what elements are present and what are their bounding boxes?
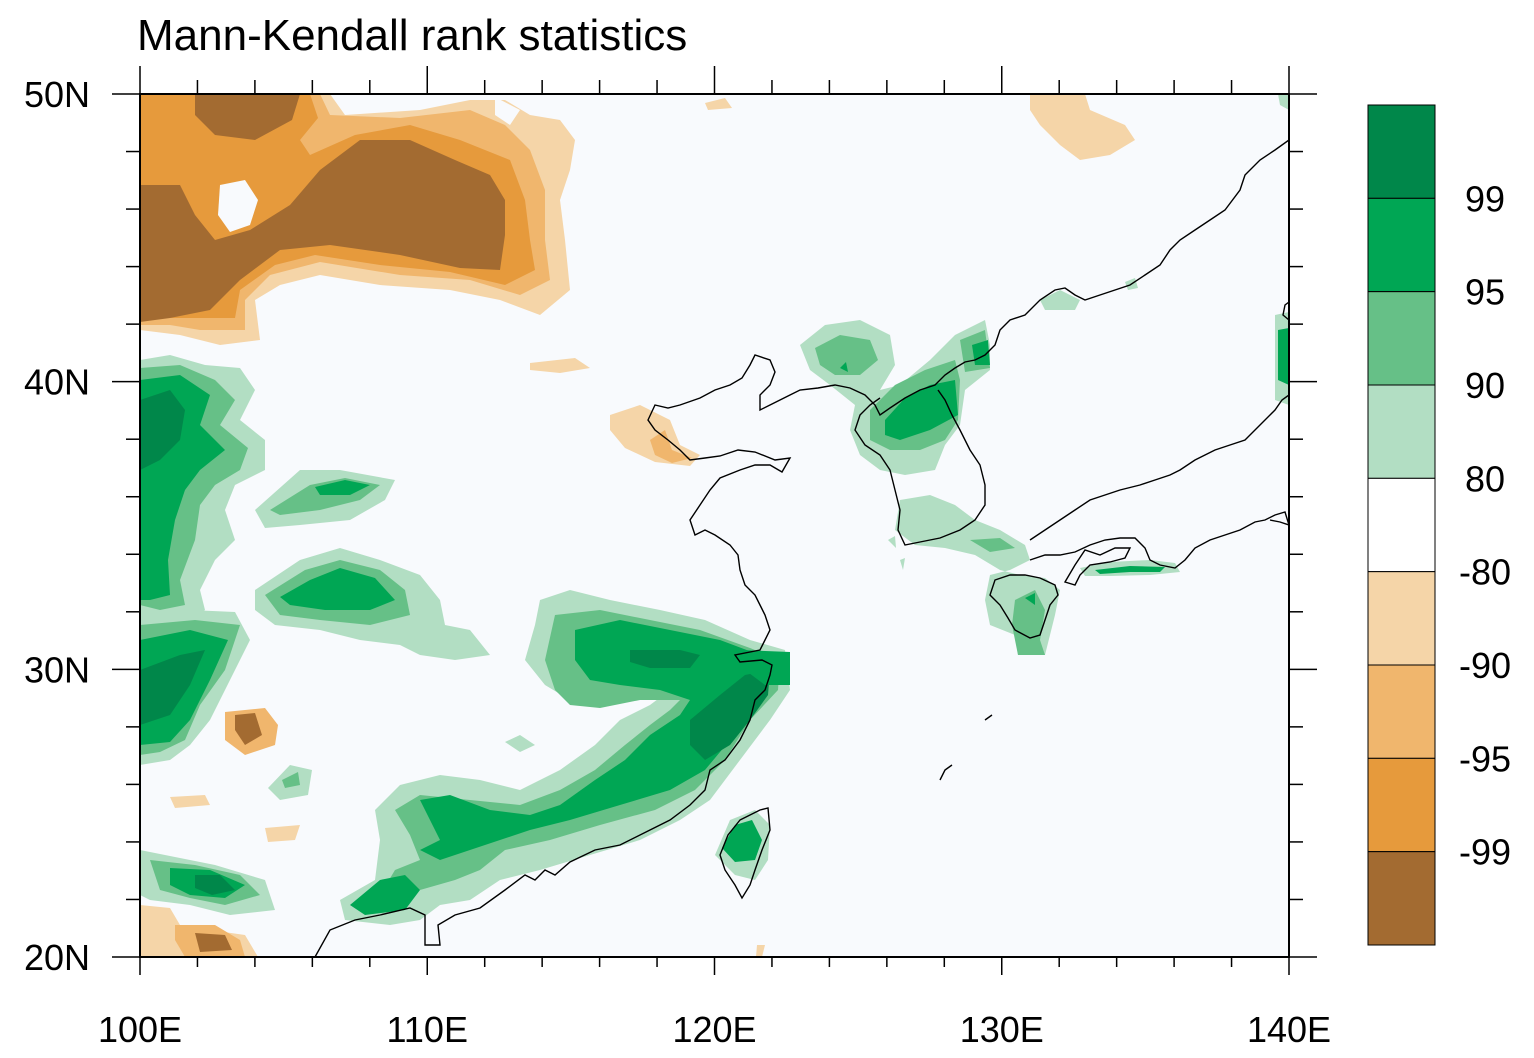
positive-region-korea-manchuria xyxy=(800,94,1289,655)
coastline xyxy=(314,139,1289,957)
colorbar-swatch xyxy=(1367,197,1436,293)
negative-patches xyxy=(140,94,1135,957)
colorbar-label: -90 xyxy=(1459,645,1511,686)
lon-tick-label: 120E xyxy=(672,1009,756,1050)
lat-tick-label: 30N xyxy=(24,649,90,690)
colorbar-label: 90 xyxy=(1465,365,1505,406)
map-title: Mann-Kendall rank statistics xyxy=(137,11,687,60)
colorbar-label: -80 xyxy=(1459,552,1511,593)
lon-tick-label: 140E xyxy=(1247,1009,1331,1050)
axis-ticks: 100E 110E 120E 130E 140E 20N 30N 40N 50N xyxy=(24,66,1331,1050)
contour-fill xyxy=(140,94,1289,957)
colorbar-label: 99 xyxy=(1465,178,1505,219)
colorbar-label: 80 xyxy=(1465,458,1505,499)
colorbar-swatch xyxy=(1367,477,1436,573)
colorbar-label: -95 xyxy=(1459,738,1511,779)
lon-tick-label: 110E xyxy=(387,1009,468,1050)
lat-tick-label: 50N xyxy=(24,74,90,115)
colorbar-swatch xyxy=(1367,104,1436,199)
positive-region-west xyxy=(140,355,535,915)
lon-tick-label: 100E xyxy=(98,1009,182,1050)
colorbar-swatch xyxy=(1367,571,1436,666)
colorbar-swatch xyxy=(1367,757,1436,853)
negative-region-northwest xyxy=(140,94,575,345)
colorbar-swatch xyxy=(1367,291,1436,386)
lon-tick-label: 130E xyxy=(960,1009,1044,1050)
colorbar-label: 95 xyxy=(1465,272,1505,313)
colorbar-label: -99 xyxy=(1459,832,1511,873)
map-panel: 100E 110E 120E 130E 140E 20N 30N 40N 50N xyxy=(24,66,1331,1050)
lat-tick-label: 20N xyxy=(24,937,90,978)
positive-region-southeast-china xyxy=(340,590,790,925)
colorbar-swatch xyxy=(1367,664,1436,759)
colorbar-swatch xyxy=(1367,851,1436,946)
colorbar: 99 95 90 80 -80 -90 -95 -99 xyxy=(1367,104,1511,946)
colorbar-swatch xyxy=(1367,384,1436,479)
lat-tick-label: 40N xyxy=(24,362,90,403)
